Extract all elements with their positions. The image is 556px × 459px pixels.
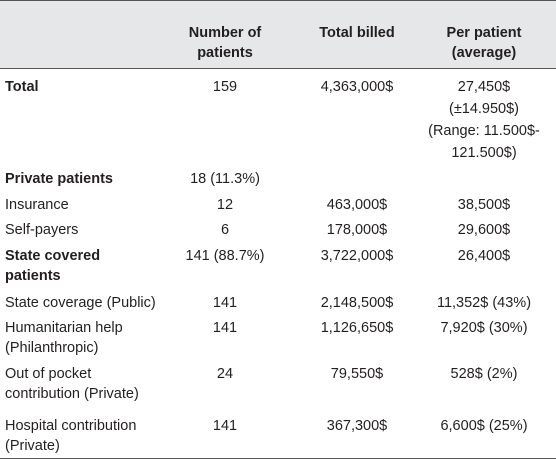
header-background [0,0,556,68]
cell: 141 [212,295,238,311]
cell: 12 [216,197,234,213]
cell: 2,148,500$ [320,295,394,311]
cell: 141 [212,320,238,336]
row-label: Out of pocket [5,366,92,382]
cell: 6 [220,222,230,238]
row-label: Total [5,79,39,95]
header-rule [0,68,556,69]
cell: 178,000$ [326,222,388,238]
cell: (Range: 11.500$- [428,123,540,139]
row-label: Self-payers [5,222,79,238]
column-header: Per patient [446,25,522,41]
row-label: Private patients [5,171,113,187]
cell: 11,352$ (43%) [436,295,532,311]
cell: 159 [212,79,238,95]
cell: 27,450$ [457,79,511,95]
row-label: State covered [5,248,101,264]
row-label: Insurance [5,197,69,213]
cell: 4,363,000$ [320,79,394,95]
column-header: patients [197,45,253,61]
row-label: (Philanthropic) [5,340,99,356]
cell: (±14.950$) [448,101,520,117]
cell: 6,600$ (25%) [440,418,528,434]
cell: 18 (11.3%) [190,171,260,187]
cell: 141 (88.7%) [185,248,265,264]
row-label: State coverage (Public) [5,295,156,311]
cell: 367,300$ [326,418,388,434]
cell: 121.500$) [451,145,517,161]
cell: 79,550$ [330,366,384,382]
row-label: patients [5,268,61,284]
top-rule [0,0,556,1]
cell: 141 [212,418,238,434]
column-header: (average) [451,45,517,61]
row-label: Humanitarian help [5,320,123,336]
row-label: (Private) [5,438,60,454]
cell: 528$ (2%) [450,366,518,382]
cell: 7,920$ (30%) [440,320,528,336]
cell: 26,400$ [457,248,511,264]
row-label: contribution (Private) [5,386,139,402]
cell: 1,126,650$ [320,320,394,336]
cell: 3,722,000$ [320,248,394,264]
column-header: Total billed [319,25,395,41]
cell: 29,600$ [457,222,511,238]
column-header: Number of [188,25,262,41]
cell: 38,500$ [457,197,511,213]
cell: 463,000$ [326,197,388,213]
row-label: Hospital contribution [5,418,137,434]
cell: 24 [216,366,234,382]
